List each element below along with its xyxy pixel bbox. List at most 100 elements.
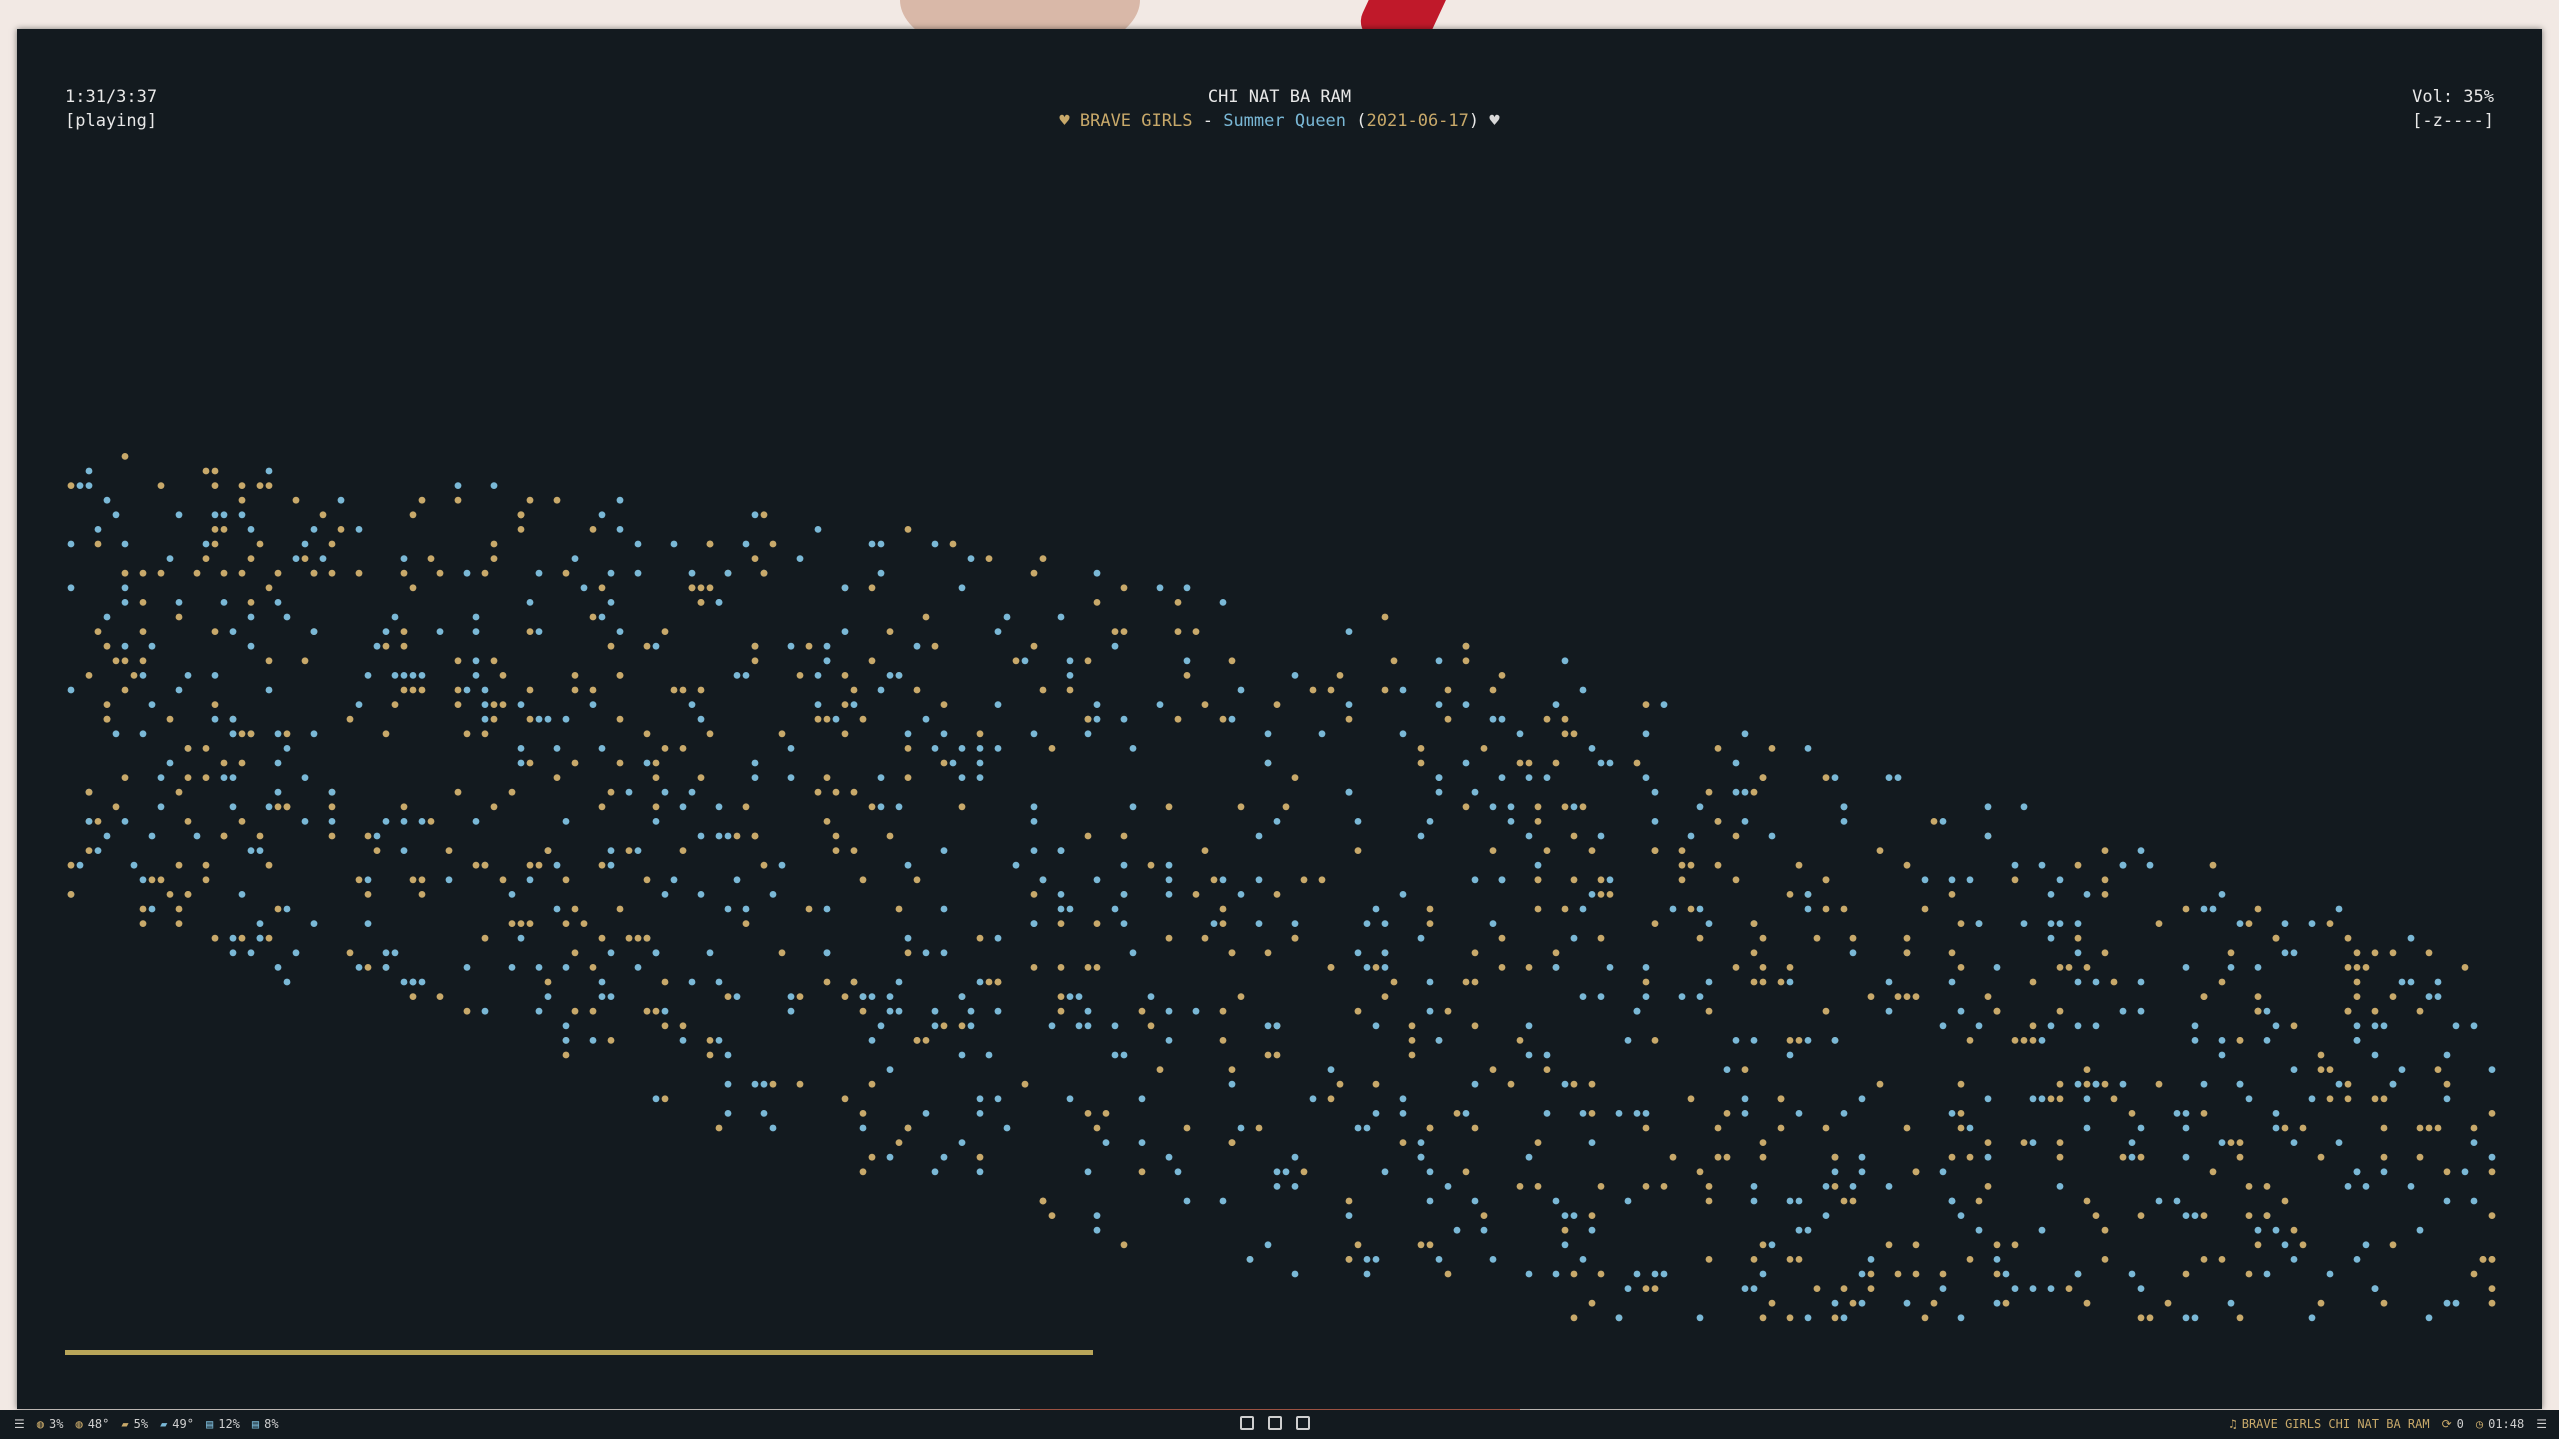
visualizer-dot	[508, 891, 516, 898]
visualizer-dot	[994, 934, 1002, 942]
visualizer-dot	[850, 701, 858, 708]
visualizer-dot	[2047, 1022, 2055, 1030]
visualizer-dot	[1534, 905, 1542, 913]
visualizer-dot	[382, 949, 390, 957]
visualizer-dot	[1777, 1124, 1785, 1132]
visualizer-dot	[859, 1124, 867, 1132]
visualizer-dot	[733, 672, 741, 679]
updates[interactable]: ⟳ 0	[2441, 1417, 2464, 1431]
visualizer-dot	[139, 920, 147, 927]
visualizer-dot	[634, 569, 642, 577]
visualizer-dot	[832, 788, 840, 796]
visualizer-dot	[2335, 1080, 2343, 1088]
visualizer-dot	[103, 613, 111, 621]
workspace-switcher	[1240, 1416, 1310, 1430]
visualizer-dot	[2254, 1241, 2262, 1249]
visualizer-dot	[1417, 832, 1425, 840]
visualizer-dot	[562, 715, 570, 723]
visualizer-dot	[2155, 920, 2163, 927]
visualizer-dot	[949, 540, 957, 548]
visualizer-dot	[508, 920, 516, 927]
visualizer-dot	[1093, 1226, 1101, 1234]
visualizer-dot	[2326, 1066, 2334, 1073]
visualizer-dot	[508, 788, 516, 796]
visualizer-dot	[634, 934, 642, 942]
visualizer-dot	[121, 642, 129, 650]
visualizer-dot	[1633, 1007, 1641, 1015]
visualizer-dot	[130, 861, 138, 869]
visualizer-dot	[2281, 949, 2289, 957]
visualizer-dot	[796, 555, 804, 562]
visualizer-dot	[553, 496, 561, 504]
visualizer-dot	[2038, 1037, 2046, 1044]
visualizer-dot	[661, 1007, 669, 1015]
music-visualizer-window[interactable]: 1:31/3:37 [playing] CHI NAT BA RAM ♥ BRA…	[17, 29, 2542, 1409]
visualizer-dot	[706, 1051, 714, 1059]
visualizer-dot	[2011, 1241, 2019, 1249]
visualizer-dot	[2425, 949, 2433, 957]
track-info: CHI NAT BA RAM ♥ BRAVE GIRLS - Summer Qu…	[17, 85, 2542, 133]
visualizer-dot	[1714, 818, 1722, 825]
visualizer-dot	[283, 613, 291, 621]
visualizer-dot	[1309, 1095, 1317, 1103]
visualizer-dot	[2209, 905, 2217, 913]
visualizer-dot	[724, 1080, 732, 1088]
visualizer-dot	[2056, 1183, 2064, 1190]
visualizer-dot	[1561, 657, 1569, 665]
visualizer-dot	[346, 949, 354, 957]
visualizer-dot	[2470, 1124, 2478, 1132]
workspace-2[interactable]	[1268, 1416, 1282, 1430]
visualizer-dot	[1786, 1197, 1794, 1205]
visualizer-dot	[1957, 1124, 1965, 1132]
visualizer-dot	[499, 672, 507, 679]
visualizer-dot	[1165, 861, 1173, 869]
visualizer-dot	[679, 1022, 687, 1030]
visualizer-dot	[1273, 891, 1281, 898]
visualizer-dot	[1687, 861, 1695, 869]
visualizer-dot	[616, 905, 624, 913]
visualizer-dot	[2164, 1299, 2172, 1307]
visualizer-dot	[1255, 876, 1263, 884]
now-playing[interactable]: ♫ BRAVE GIRLS CHI NAT BA RAM	[2229, 1417, 2430, 1431]
visualizer-dot	[607, 1037, 615, 1044]
visualizer-dot	[364, 964, 372, 971]
visualizer-dot	[1759, 774, 1767, 781]
visualizer-dot	[220, 569, 228, 577]
visualizer-dot	[1543, 847, 1551, 854]
visualizer-dot	[1048, 1212, 1056, 1219]
visualizer-dot	[616, 672, 624, 679]
spectrum-visualizer	[67, 453, 2496, 1322]
visualizer-dot	[2272, 1226, 2280, 1234]
visualizer-dot	[1876, 1080, 1884, 1088]
visualizer-dot	[220, 774, 228, 781]
progress-bar[interactable]	[65, 1350, 2512, 1355]
visualizer-dot	[1012, 657, 1020, 665]
visualizer-dot	[2218, 1139, 2226, 1146]
workspace-3[interactable]	[1296, 1416, 1310, 1430]
menu-icon[interactable]: ☰	[14, 1417, 25, 1431]
visualizer-dot	[535, 1007, 543, 1015]
visualizer-dot	[589, 701, 597, 708]
visualizer-dot	[1795, 1037, 1803, 1044]
visualizer-dot	[1795, 1110, 1803, 1117]
visualizer-dot	[2092, 1080, 2100, 1088]
visualizer-dot	[1525, 832, 1533, 840]
visualizer-dot	[1633, 759, 1641, 767]
visualizer-dot	[1804, 905, 1812, 913]
visualizer-dot	[220, 599, 228, 606]
visualizer-dot	[355, 569, 363, 577]
cpu-stat: ◍ 3%	[36, 1417, 64, 1431]
visualizer-dot	[1435, 1037, 1443, 1044]
visualizer-dot	[1588, 1226, 1596, 1234]
visualizer-dot	[1372, 1022, 1380, 1030]
visualizer-dot	[211, 628, 219, 635]
workspace-1[interactable]	[1240, 1416, 1254, 1430]
visualizer-dot	[1075, 993, 1083, 1000]
visualizer-dot	[859, 993, 867, 1000]
visualizer-dot	[1228, 1066, 1236, 1073]
visualizer-dot	[895, 978, 903, 986]
notifications-icon[interactable]: ☰	[2536, 1417, 2547, 1431]
visualizer-dot	[1327, 686, 1335, 694]
visualizer-dot	[85, 467, 93, 475]
visualizer-dot	[85, 482, 93, 489]
